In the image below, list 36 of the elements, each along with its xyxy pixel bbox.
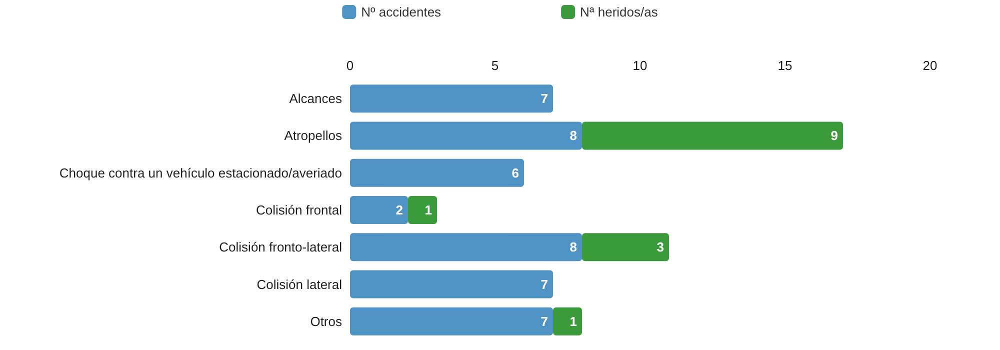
data-label: 8 (570, 240, 577, 255)
y-tick-label: Colisión frontal (256, 202, 342, 218)
data-label: 7 (540, 276, 548, 292)
legend-label: Nª heridos/as (580, 4, 658, 20)
bar (582, 233, 669, 262)
x-tick-label: 15 (778, 58, 792, 73)
bar (582, 122, 843, 150)
bar (350, 84, 553, 113)
y-tick-label: Atropellos (284, 128, 342, 144)
y-tick-label: Choque contra un vehículo estacionado/averiado (59, 165, 342, 180)
data-label: 7 (540, 314, 548, 329)
y-tick-label: Colisión lateral (256, 276, 342, 292)
data-label: 6 (512, 165, 519, 180)
legend-label: Nº accidentes (361, 4, 442, 20)
x-tick-label: 20 (922, 58, 938, 73)
y-tick-label: Otros (310, 314, 342, 329)
data-label: 1 (570, 314, 577, 329)
x-tick-label: 5 (491, 58, 499, 73)
bar (350, 196, 408, 224)
bar (350, 158, 524, 187)
bar (350, 233, 582, 262)
bar (408, 196, 437, 224)
data-label: 1 (424, 202, 432, 218)
bar (350, 122, 582, 150)
data-label: 7 (540, 91, 548, 106)
y-tick-label: Alcances (289, 91, 342, 106)
bar (350, 307, 553, 336)
data-label: 9 (830, 128, 838, 144)
y-tick-label: Colisión fronto-lateral (219, 240, 342, 255)
data-label: 8 (570, 128, 577, 144)
data-label: 2 (396, 202, 403, 218)
data-label: 3 (656, 240, 664, 255)
bar (350, 270, 553, 298)
x-tick-label: 10 (632, 58, 648, 73)
x-tick-label: 0 (346, 58, 354, 73)
bar (553, 307, 582, 336)
